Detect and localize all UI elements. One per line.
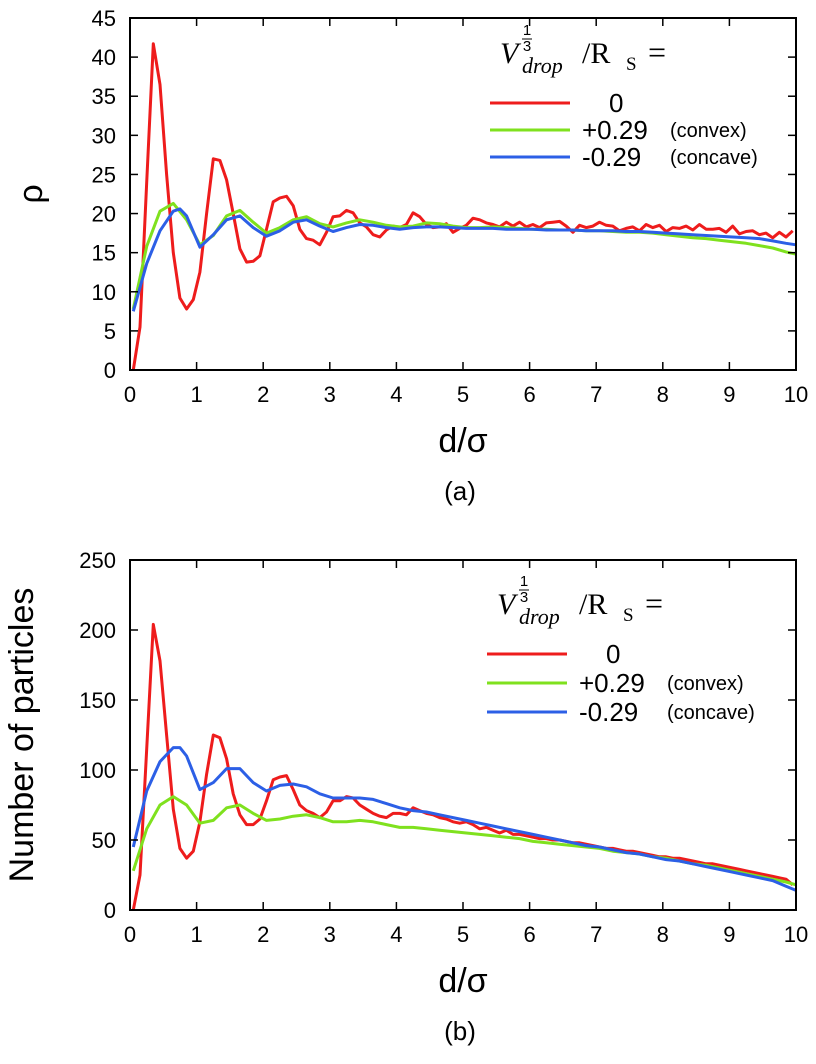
panel-caption: (a) [444, 476, 476, 506]
legend-title-rest-sub: S [623, 605, 634, 626]
y-tick-label: 50 [92, 828, 116, 853]
x-axis-label: d/σ [438, 422, 487, 460]
x-tick-label: 1 [190, 382, 202, 407]
series-line-1 [131, 795, 797, 887]
series-line-2 [131, 746, 797, 892]
x-tick-label: 0 [124, 922, 136, 947]
y-tick-label: 0 [104, 358, 116, 383]
legend-label: +0.29 [582, 115, 648, 145]
legend-entry-1: +0.29 (convex) [487, 668, 744, 698]
x-tick-label: 3 [324, 922, 336, 947]
y-tick-label: 10 [92, 280, 116, 305]
y-tick-label: 250 [79, 548, 116, 573]
legend-entry-0: 0 [490, 88, 623, 118]
y-tick-label: 200 [79, 618, 116, 643]
legend-label: -0.29 [579, 697, 638, 727]
panel-caption: (b) [444, 1016, 476, 1046]
x-tick-label: 5 [457, 382, 469, 407]
x-tick-label: 5 [457, 922, 469, 947]
x-tick-label: 6 [523, 922, 535, 947]
y-tick-label: 25 [92, 162, 116, 187]
series-line-2 [131, 207, 797, 312]
legend-entry-1: +0.29 (convex) [490, 115, 747, 145]
x-axis-label: d/σ [438, 962, 487, 1000]
legend-title-eq: = [648, 34, 666, 70]
series-line-0 [131, 622, 794, 911]
y-tick-label: 45 [92, 6, 116, 31]
y-tick-label: 40 [92, 45, 116, 70]
legend-title-sub: drop [519, 604, 560, 629]
legend-title-rest: /R [582, 37, 610, 70]
panel-a: 0 1 2 3 4 5 6 7 8 9 10051015202530354045d/σρ(a)V13… [12, 6, 808, 506]
legend-label: 0 [606, 639, 620, 669]
y-axis-label: ρ [12, 184, 50, 203]
x-tick-label: 6 [523, 382, 535, 407]
legend-entry-2: -0.29 (concave) [490, 142, 758, 172]
x-tick-label: 10 [784, 382, 808, 407]
x-tick-label: 7 [590, 922, 602, 947]
x-tick-label: 9 [723, 922, 735, 947]
legend-note: (concave) [667, 702, 755, 724]
series-line-0 [131, 42, 794, 371]
x-tick-label: 4 [390, 382, 402, 407]
x-tick-label: 2 [257, 382, 269, 407]
x-tick-label: 3 [324, 382, 336, 407]
legend-note: (convex) [670, 120, 747, 142]
legend-title-exp-den: 3 [523, 38, 531, 55]
x-tick-label: 8 [657, 382, 669, 407]
legend-title-exp-num: 1 [520, 573, 528, 590]
y-tick-label: 30 [92, 123, 116, 148]
legend-label: +0.29 [579, 668, 645, 698]
legend-title-sub: drop [522, 53, 563, 78]
plot-frame [129, 559, 797, 911]
y-tick-label: 150 [79, 688, 116, 713]
legend-entry-2: -0.29 (concave) [487, 697, 755, 727]
legend-entry-0: 0 [487, 639, 620, 669]
y-tick-label: 15 [92, 241, 116, 266]
y-tick-label: 100 [79, 758, 116, 783]
legend-note: (concave) [670, 147, 758, 169]
legend-title-var: V [500, 37, 522, 70]
legend-title-rest-sub: S [626, 54, 637, 75]
y-tick-label: 35 [92, 84, 116, 109]
legend-label: 0 [609, 88, 623, 118]
x-tick-label: 4 [390, 922, 402, 947]
x-tick-label: 2 [257, 922, 269, 947]
x-tick-label: 1 [190, 922, 202, 947]
legend-title-eq: = [645, 585, 663, 621]
legend-title-var: V [497, 588, 519, 621]
x-tick-label: 10 [784, 922, 808, 947]
y-tick-label: 5 [104, 319, 116, 344]
y-tick-label: 0 [104, 898, 116, 923]
legend-title-rest: /R [579, 588, 607, 621]
legend-note: (convex) [667, 673, 744, 695]
x-tick-label: 7 [590, 382, 602, 407]
y-tick-label: 20 [92, 202, 116, 227]
y-axis-label: Number of particles [3, 588, 41, 883]
legend-label: -0.29 [582, 142, 641, 172]
legend-title-exp-num: 1 [523, 22, 531, 39]
x-tick-label: 9 [723, 382, 735, 407]
legend-title-exp-den: 3 [520, 589, 528, 606]
x-tick-label: 8 [657, 922, 669, 947]
x-tick-label: 0 [124, 382, 136, 407]
